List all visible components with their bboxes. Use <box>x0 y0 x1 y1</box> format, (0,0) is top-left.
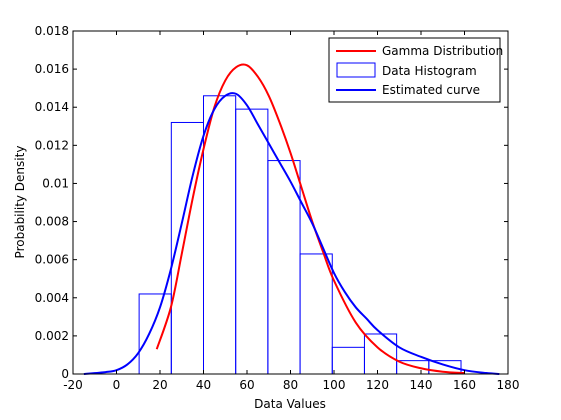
x-tick-label: 140 <box>410 378 433 392</box>
y-tick-label: 0.014 <box>35 100 69 114</box>
y-tick-label: 0.018 <box>35 24 69 38</box>
x-tick-label: 120 <box>366 378 389 392</box>
gamma-distribution-line <box>155 63 465 375</box>
x-axis-label: Data Values <box>254 397 326 411</box>
legend-box <box>328 37 501 103</box>
legend-label-estimated: Estimated curve <box>382 83 480 97</box>
legend-label-gamma: Gamma Distribution <box>382 44 503 58</box>
legend: Gamma Distribution Data Histogram Estima… <box>328 37 503 103</box>
x-tick-label: 100 <box>323 378 346 392</box>
legend-swatch-histogram <box>336 62 376 78</box>
x-tick-label: 40 <box>196 378 211 392</box>
y-tick-label: 0.002 <box>35 329 69 343</box>
y-axis: 0 0.002 0.004 0.006 0.008 0.01 0.012 0.014 0.016… <box>35 24 508 381</box>
x-tick-label: 180 <box>497 378 520 392</box>
x-tick-label: 20 <box>152 378 167 392</box>
y-tick-label: 0.016 <box>35 62 69 76</box>
y-tick-label: 0.01 <box>42 176 69 190</box>
x-tick-label: -20 <box>63 378 83 392</box>
y-tick-label: 0.006 <box>35 253 69 267</box>
estimated-curve-line <box>83 92 500 375</box>
y-tick-label: 0 <box>61 367 69 381</box>
legend-label-histogram: Data Histogram <box>382 64 477 78</box>
y-tick-label: 0.008 <box>35 215 69 229</box>
x-tick-label: 0 <box>113 378 121 392</box>
y-axis-label: Probability Density <box>13 146 27 259</box>
y-tick-label: 0.012 <box>35 138 69 152</box>
x-tick-label: 60 <box>239 378 254 392</box>
x-tick-label: 160 <box>453 378 476 392</box>
x-axis: -20 0 20 40 60 80 100 120 140 160 180 <box>63 31 519 392</box>
curve-layer <box>83 63 500 375</box>
y-tick-label: 0.004 <box>35 291 69 305</box>
x-tick-label: 80 <box>283 378 298 392</box>
